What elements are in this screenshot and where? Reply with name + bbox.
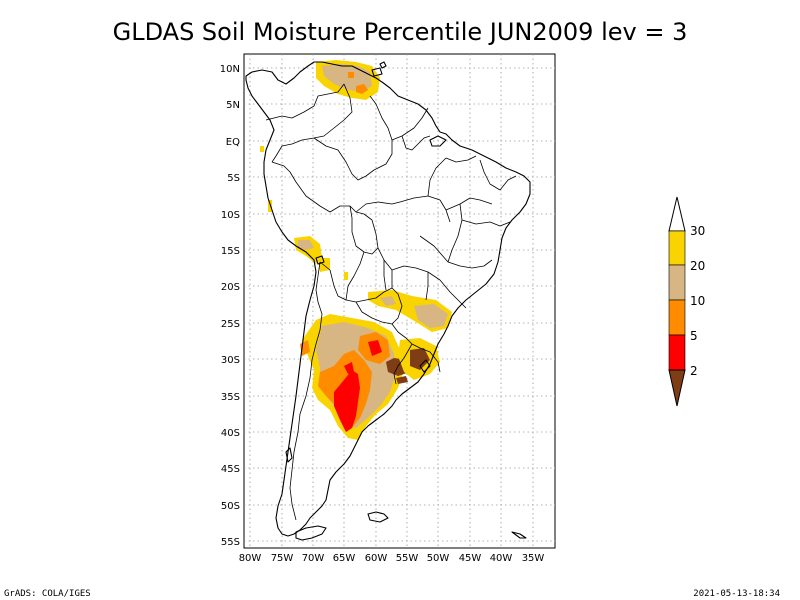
- shade-venezuela-10b: [348, 72, 354, 78]
- legend-label-5: 5: [690, 329, 698, 343]
- lon-label-70w: 70W: [302, 553, 325, 564]
- lat-label-55s: 55S: [221, 537, 240, 548]
- lat-label-10n: 10N: [220, 64, 240, 75]
- legend-swatch-5: [668, 334, 686, 371]
- coastline-chiloe: [285, 447, 293, 463]
- footer-timestamp: 2021-05-13-18:34: [693, 589, 780, 599]
- lon-label-65w: 65W: [333, 553, 356, 564]
- lagoon-patos: [419, 359, 431, 373]
- shade-venezuela-20: [322, 64, 372, 92]
- lon-label-50w: 50W: [427, 553, 450, 564]
- color-legend: 30 20 10 5 2: [668, 196, 705, 407]
- lon-label-80w: 80W: [239, 553, 262, 564]
- lat-label-50s: 50S: [221, 501, 240, 512]
- shade-rs-2: [410, 348, 430, 370]
- shade-argentina-5b: [344, 362, 354, 374]
- legend-top-arrow: [668, 196, 686, 232]
- shade-sbrazil-20b: [380, 296, 396, 306]
- shade-spot-peru: [268, 200, 272, 212]
- footer-credit: GrADS: COLA/IGES: [4, 589, 91, 599]
- lon-label-45w: 45W: [459, 553, 482, 564]
- coastline-trinidad: [379, 61, 387, 69]
- legend-swatch-30: [668, 230, 686, 266]
- legend-bottom-arrow: [668, 369, 686, 407]
- lon-label-35w: 35W: [522, 553, 545, 564]
- legend-swatch-10: [668, 299, 686, 336]
- coastline-falklands: [367, 511, 389, 523]
- country-borders: [265, 83, 517, 521]
- lat-label-35s: 35S: [221, 392, 240, 403]
- legend-label-30: 30: [690, 224, 705, 238]
- lat-label-25s: 25S: [221, 319, 240, 330]
- lon-label-55w: 55W: [396, 553, 419, 564]
- figure-title: GLDAS Soil Moisture Percentile JUN2009 l…: [113, 18, 688, 46]
- coastline-marajo: [429, 135, 447, 147]
- lat-label-40s: 40S: [221, 428, 240, 439]
- lat-label-15s: 15S: [221, 246, 240, 257]
- lat-label-45s: 45S: [221, 464, 240, 475]
- lon-label-60w: 60W: [365, 553, 388, 564]
- legend-swatch-20: [668, 264, 686, 301]
- lat-label-eq: EQ: [226, 137, 240, 148]
- shade-peru-20: [298, 240, 314, 250]
- legend-label-20: 20: [690, 259, 705, 273]
- lat-label-10s: 10S: [221, 210, 240, 221]
- longitude-labels: 80W 75W 70W 65W 60W 55W 50W 45W 40W 35W: [239, 553, 545, 564]
- coastline-continent: [245, 61, 531, 537]
- coastline-south-georgia: [511, 531, 527, 539]
- lat-label-30s: 30S: [221, 355, 240, 366]
- shade-uruguay-2b: [396, 376, 408, 384]
- lat-label-5n: 5N: [226, 100, 240, 111]
- lake-titicaca: [315, 255, 325, 265]
- lon-label-75w: 75W: [271, 553, 294, 564]
- shade-sbrazil-20: [414, 304, 448, 328]
- lon-label-40w: 40W: [490, 553, 513, 564]
- map-panel: [243, 53, 556, 549]
- percentile-shading: [260, 60, 452, 440]
- shade-venezuela-10: [356, 84, 368, 94]
- lat-label-5s: 5S: [227, 173, 240, 184]
- coastline-caribbean-island: [371, 67, 383, 77]
- shade-paraguay-5: [368, 340, 382, 356]
- shade-spot-bolivia: [344, 272, 348, 280]
- lat-label-20s: 20S: [221, 282, 240, 293]
- shade-spot-ecuador: [260, 146, 264, 152]
- coastline-tierra-del-fuego: [295, 525, 327, 541]
- coastline: [245, 61, 531, 541]
- latitude-labels: 10N 5N EQ 5S 10S 15S 20S 25S 30S 35S 40S…: [220, 64, 240, 548]
- shade-argentina-5: [334, 370, 360, 432]
- legend-label-2: 2: [690, 364, 698, 378]
- legend-label-10: 10: [690, 294, 705, 308]
